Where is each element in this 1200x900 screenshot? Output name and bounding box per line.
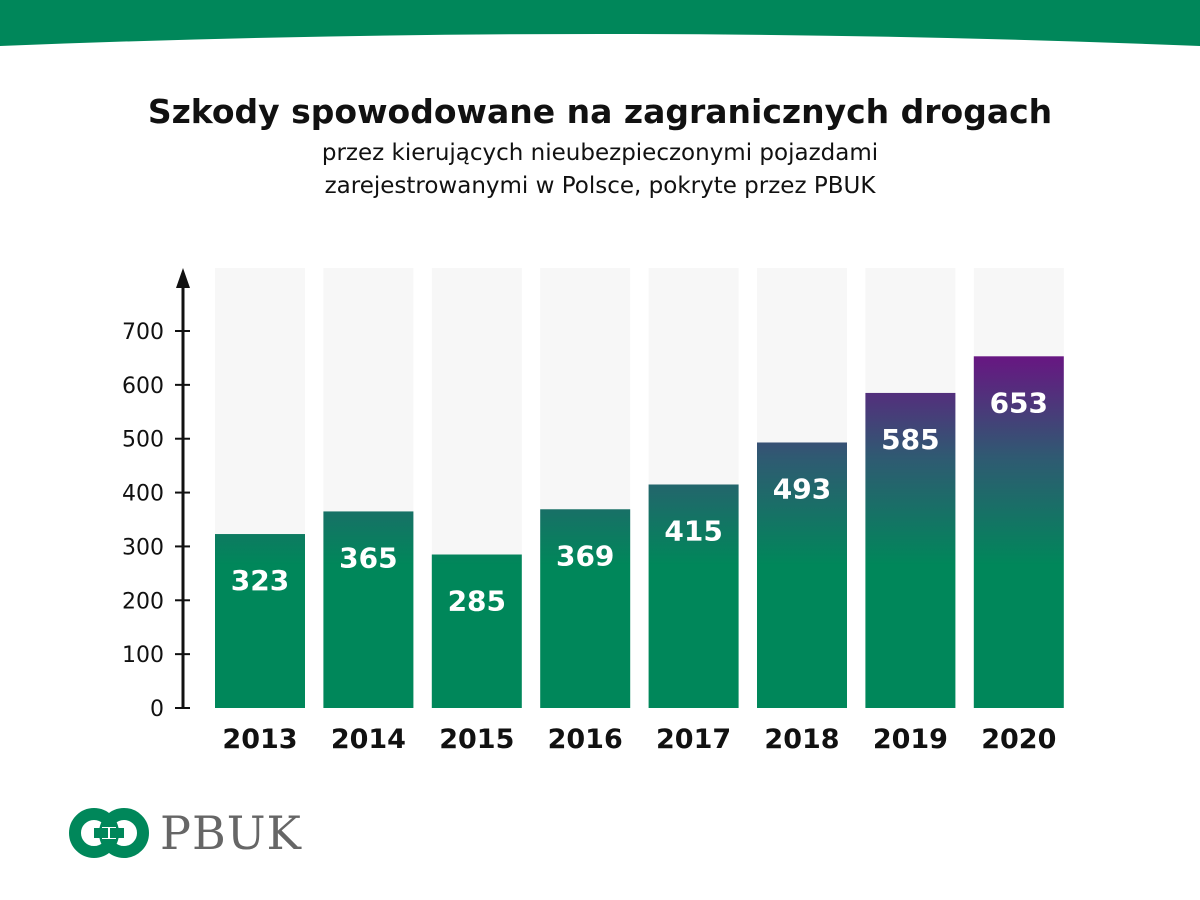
y-tick-label: 0 <box>150 697 164 722</box>
y-tick-label: 600 <box>122 374 164 399</box>
bar-value-label: 323 <box>231 564 289 597</box>
bar-value-label: 653 <box>990 386 1048 419</box>
bar-2015 <box>431 554 522 708</box>
bar-2014 <box>323 511 414 708</box>
chart-title: Szkody spowodowane na zagranicznych drog… <box>147 92 1053 131</box>
bar-2018 <box>757 442 847 708</box>
y-tick-label: 200 <box>122 589 164 614</box>
x-tick-label: 2019 <box>873 724 948 755</box>
bar-value-label: 285 <box>448 585 506 618</box>
y-tick-label: 100 <box>122 643 164 668</box>
x-tick-label: 2014 <box>331 724 406 755</box>
y-tick-label: 300 <box>122 535 164 560</box>
y-tick-label: 500 <box>122 428 164 453</box>
logo-text: PBUK <box>160 806 302 860</box>
y-tick-label: 700 <box>122 320 164 345</box>
x-tick-label: 2017 <box>656 724 731 755</box>
y-tick-label: 400 <box>122 482 164 507</box>
y-axis-arrow-icon <box>176 268 190 288</box>
bar-value-label: 585 <box>881 423 939 456</box>
x-tick-label: 2020 <box>981 724 1056 755</box>
bar-value-label: 369 <box>556 539 614 572</box>
x-tick-label: 2013 <box>222 724 297 755</box>
x-tick-label: 2015 <box>439 724 514 755</box>
bar-2019 <box>865 392 956 708</box>
header-band <box>0 0 1200 46</box>
bar-2013 <box>215 534 305 708</box>
bar-2020 <box>973 356 1064 708</box>
bar-2017 <box>648 484 739 708</box>
pbuk-logo: PBUK <box>68 806 302 860</box>
bar-value-label: 493 <box>773 472 831 505</box>
x-tick-label: 2016 <box>548 724 623 755</box>
bar-chart: 0 100 200 300 400 500 600 700 323 2013 365 2014 285 2… <box>122 268 1064 755</box>
pbuk-logo-icon <box>69 808 149 858</box>
bar-2016 <box>540 509 631 708</box>
x-tick-label: 2018 <box>764 724 839 755</box>
chart-subtitle-line1: przez kierujących nieubezpieczonymi poja… <box>321 140 879 166</box>
bar-value-label: 415 <box>664 514 722 547</box>
chart-subtitle-line2: zarejestrowanymi w Polsce, pokryte przez… <box>324 173 876 199</box>
bar-value-label: 365 <box>339 541 397 574</box>
